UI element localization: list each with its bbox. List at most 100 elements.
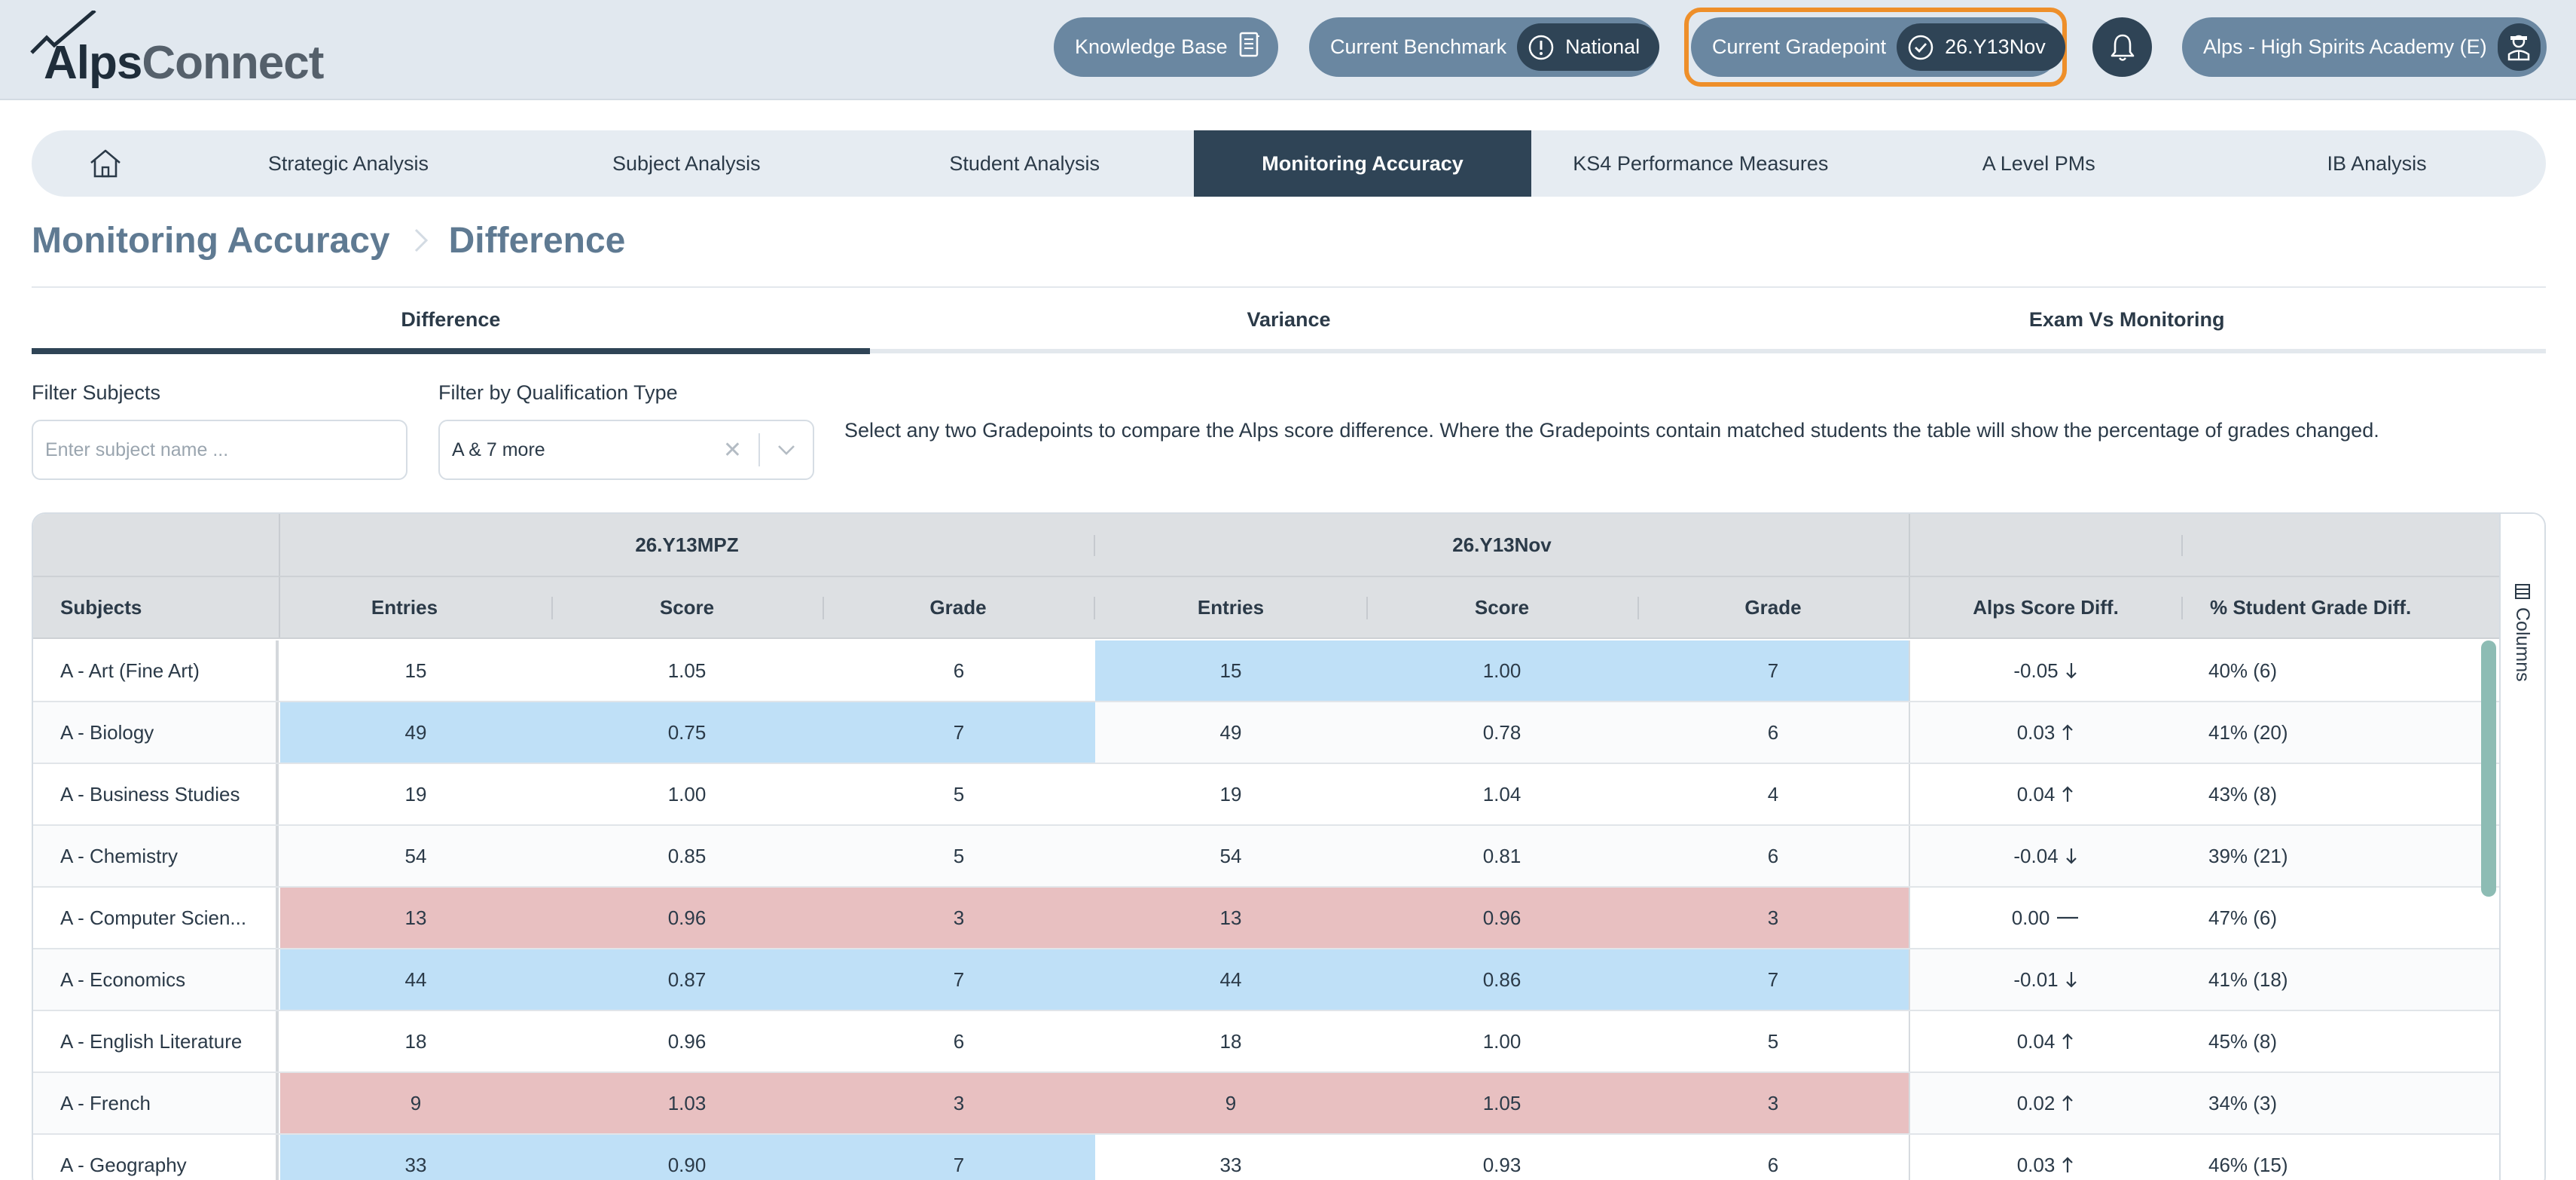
- comparison-help-text: Select any two Gradepoints to compare th…: [844, 419, 2379, 442]
- b-entries-cell: 49: [1219, 720, 1242, 744]
- breadcrumb-section[interactable]: Monitoring Accuracy: [32, 220, 390, 261]
- table-row[interactable]: A - English Literature 18 0.96 6 18 1.00 5 0.04…: [33, 1011, 2499, 1073]
- column-divider: [1909, 702, 1910, 763]
- table-row[interactable]: A - Geography 33 0.90 7 33 0.93 6 0.03 46% (15): [33, 1135, 2499, 1180]
- column-divider: [1909, 888, 1910, 948]
- arrow-up-icon: [2062, 1033, 2074, 1049]
- arrow-up-icon: [2062, 1095, 2074, 1111]
- alps-score-diff-cell: 0.04: [1910, 764, 2181, 824]
- a-grade-cell: 7: [823, 949, 1095, 1010]
- columns-toggle[interactable]: Columns: [2511, 583, 2533, 682]
- filter-subjects-input[interactable]: Enter subject name ...: [32, 420, 407, 480]
- column-divider: [1909, 1135, 1910, 1180]
- col-a-entries[interactable]: Entries: [371, 595, 438, 619]
- b-score-cell: 0.96: [1366, 888, 1637, 948]
- chevron-right-icon: [413, 225, 429, 255]
- header-divider: [1637, 597, 1639, 619]
- b-entries-cell: 18: [1219, 1029, 1242, 1053]
- b-entries-cell: 9: [1095, 1073, 1366, 1133]
- header-divider: [2181, 535, 2183, 556]
- user-avatar: [2497, 23, 2541, 71]
- arrow-down-icon: [2065, 663, 2077, 679]
- nav-ib-analysis[interactable]: IB Analysis: [2327, 151, 2427, 175]
- column-divider: [1909, 1011, 1910, 1071]
- school-account-button[interactable]: Alps - High Spirits Academy (E): [2182, 17, 2547, 77]
- arrow-up-icon: [2062, 786, 2074, 802]
- alps-score-diff-value: 0.02: [2016, 1091, 2056, 1114]
- difference-table: 26.Y13MPZ 26.Y13Nov Subjects Entries Sco…: [32, 512, 2546, 1180]
- table-scrollbar[interactable]: [2481, 640, 2496, 897]
- col-a-grade[interactable]: Grade: [929, 595, 987, 619]
- nav-a-level-pms[interactable]: A Level PMs: [1982, 151, 2095, 175]
- b-entries-cell: 13: [1095, 888, 1366, 948]
- nav-monitoring-accuracy[interactable]: Monitoring Accuracy: [1193, 130, 1532, 197]
- column-divider: [1909, 949, 1910, 1010]
- b-score-cell: 0.93: [1482, 1153, 1521, 1176]
- col-subjects[interactable]: Subjects: [60, 595, 142, 619]
- chevron-down-icon[interactable]: [760, 444, 813, 456]
- pct-grade-diff-cell: 41% (20): [2208, 720, 2288, 744]
- a-grade-cell: 6: [953, 659, 965, 682]
- alps-score-diff-cell: -0.01: [1910, 949, 2181, 1010]
- nav-student-analysis[interactable]: Student Analysis: [949, 151, 1100, 175]
- arrow-up-icon: [2061, 785, 2074, 803]
- col-a-score[interactable]: Score: [659, 595, 715, 619]
- arrow-down-icon: [2065, 972, 2077, 988]
- table-row[interactable]: A - Business Studies 19 1.00 5 19 1.04 4 0.04 43…: [33, 764, 2499, 826]
- nav-subject-analysis[interactable]: Subject Analysis: [612, 151, 761, 175]
- pct-grade-diff-cell: 34% (3): [2208, 1091, 2278, 1114]
- nav-ks4-performance-measures[interactable]: KS4 Performance Measures: [1573, 151, 1829, 175]
- a-grade-cell: 5: [953, 782, 965, 806]
- table-row[interactable]: A - Chemistry 54 0.85 5 54 0.81 6 -0.04 39% (21): [33, 826, 2499, 888]
- a-grade-cell: 7: [823, 702, 1095, 763]
- filter-qualification-label: Filter by Qualification Type: [438, 381, 678, 404]
- nav-home[interactable]: [32, 130, 179, 197]
- notifications-button[interactable]: [2092, 17, 2152, 77]
- column-divider: [1909, 826, 1910, 886]
- book-icon: [1238, 32, 1261, 63]
- table-row[interactable]: A - Art (Fine Art) 15 1.05 6 15 1.00 7 -0.05 40%…: [33, 640, 2499, 702]
- tab-difference[interactable]: Difference: [32, 288, 870, 354]
- a-score-cell: 0.90: [551, 1135, 823, 1180]
- column-divider: [1909, 640, 1910, 701]
- gradepoint-value: 26.Y13Nov: [1945, 35, 2046, 58]
- alps-score-diff-cell: 0.00: [1910, 888, 2181, 948]
- alps-score-diff-value: 0.03: [2016, 1153, 2056, 1176]
- table-row[interactable]: A - Computer Scien... 13 0.96 3 13 0.96 3 0.00 4…: [33, 888, 2499, 949]
- knowledge-base-button[interactable]: Knowledge Base: [1054, 17, 1278, 77]
- a-entries-cell: 9: [280, 1073, 551, 1133]
- alps-score-diff-cell: 0.03: [1910, 1135, 2181, 1180]
- knowledge-base-label: Knowledge Base: [1075, 35, 1228, 58]
- col-pct-grade-diff[interactable]: % Student Grade Diff.: [2210, 595, 2412, 619]
- col-b-grade[interactable]: Grade: [1744, 595, 1802, 619]
- check-circle-icon: [1908, 35, 1934, 60]
- b-entries-cell: 44: [1095, 949, 1366, 1010]
- col-b-entries[interactable]: Entries: [1197, 595, 1265, 619]
- tab-variance[interactable]: Variance: [869, 288, 1708, 353]
- sub-tabs: Difference Variance Exam Vs Monitoring: [32, 286, 2547, 354]
- b-entries-cell: 54: [1219, 844, 1242, 867]
- columns-side-panel[interactable]: Columns: [2499, 514, 2544, 1180]
- header-divider: [279, 514, 280, 576]
- tab-exam-vs-monitoring[interactable]: Exam Vs Monitoring: [1708, 288, 2547, 353]
- header-divider: [1094, 535, 1095, 556]
- alps-connect-logo[interactable]: AlpsConnect: [29, 11, 324, 93]
- nav-strategic-analysis[interactable]: Strategic Analysis: [267, 151, 429, 175]
- alps-score-diff-value: 0.04: [2016, 1029, 2056, 1053]
- a-score-cell: 1.03: [551, 1073, 823, 1133]
- a-score-cell: 0.87: [551, 949, 823, 1010]
- table-row[interactable]: A - Economics 44 0.87 7 44 0.86 7 -0.01 41% (18): [33, 949, 2499, 1011]
- col-alps-score-diff[interactable]: Alps Score Diff.: [1973, 595, 2119, 619]
- header-divider: [279, 577, 280, 637]
- table-row[interactable]: A - Biology 49 0.75 7 49 0.78 6 0.03 41% (20): [33, 702, 2499, 764]
- alps-score-diff-cell: 0.02: [1910, 1073, 2181, 1133]
- qualification-type-select[interactable]: A & 7 more ✕: [438, 420, 814, 480]
- subject-cell: A - English Literature: [33, 1011, 279, 1071]
- table-row[interactable]: A - French 9 1.03 3 9 1.05 3 0.02 34% (3): [33, 1073, 2499, 1135]
- alps-score-diff-cell: 0.04: [1910, 1011, 2181, 1071]
- clear-selection-icon[interactable]: ✕: [722, 437, 742, 463]
- current-gradepoint-button[interactable]: Current Gradepoint 26.Y13Nov: [1691, 17, 2065, 77]
- current-benchmark-button[interactable]: Current Benchmark National: [1309, 17, 1660, 77]
- header-divider: [2181, 597, 2183, 619]
- col-b-score[interactable]: Score: [1474, 595, 1530, 619]
